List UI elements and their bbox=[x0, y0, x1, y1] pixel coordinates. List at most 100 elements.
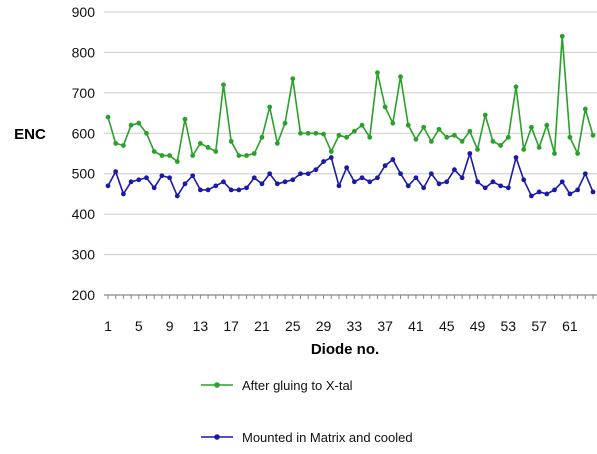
data-point bbox=[344, 134, 350, 140]
data-point bbox=[421, 124, 427, 130]
data-point bbox=[159, 153, 165, 158]
data-point bbox=[351, 128, 357, 134]
data-point bbox=[313, 167, 319, 173]
data-point bbox=[197, 187, 203, 193]
data-point bbox=[113, 140, 119, 146]
data-point bbox=[513, 84, 519, 90]
data-point bbox=[205, 187, 211, 193]
x-axis bbox=[104, 294, 597, 299]
data-point bbox=[336, 183, 342, 189]
data-point bbox=[290, 76, 296, 82]
x-tick-label: 9 bbox=[166, 318, 174, 334]
data-point bbox=[259, 181, 265, 187]
data-point bbox=[575, 151, 581, 156]
data-point bbox=[444, 179, 450, 185]
data-point bbox=[536, 189, 542, 195]
data-point bbox=[452, 132, 457, 138]
data-point bbox=[436, 181, 442, 187]
data-point bbox=[221, 82, 226, 88]
data-point bbox=[428, 138, 434, 144]
data-point bbox=[405, 183, 411, 189]
data-point bbox=[197, 140, 203, 146]
data-point bbox=[251, 151, 257, 156]
data-point bbox=[390, 157, 396, 162]
y-tick-label: 300 bbox=[72, 247, 96, 263]
y-tick-label: 700 bbox=[72, 85, 96, 101]
data-point bbox=[228, 138, 234, 144]
x-tick-label: 41 bbox=[408, 318, 424, 334]
legend-marker-point-blue bbox=[214, 434, 220, 440]
data-point bbox=[328, 149, 334, 154]
data-point bbox=[398, 74, 403, 80]
x-axis-title: Diode no. bbox=[311, 341, 379, 358]
series-line bbox=[107, 152, 594, 197]
data-point bbox=[459, 138, 465, 144]
data-point bbox=[167, 175, 172, 181]
x-tick-label: 21 bbox=[254, 318, 270, 334]
data-point bbox=[236, 153, 242, 158]
data-point bbox=[244, 185, 249, 191]
data-point bbox=[267, 171, 273, 177]
y-tick-label: 200 bbox=[72, 287, 96, 303]
data-point bbox=[367, 179, 373, 185]
data-point bbox=[228, 187, 234, 193]
data-point bbox=[251, 175, 257, 181]
x-tick-label: 45 bbox=[439, 318, 455, 334]
data-point bbox=[274, 181, 280, 187]
x-axis-tick-labels: 1 5 9 13 17 21 25 29 33 37 41 45 49 53 57 61 bbox=[104, 318, 578, 334]
data-point bbox=[274, 140, 280, 146]
y-tick-label: 600 bbox=[72, 125, 96, 141]
y-axis-title: ENC bbox=[14, 126, 46, 143]
legend: After gluing to X-tal Mounted in Matrix … bbox=[201, 378, 413, 445]
data-point bbox=[367, 134, 373, 140]
data-point bbox=[174, 159, 180, 164]
data-point bbox=[521, 147, 527, 152]
data-point bbox=[498, 183, 504, 189]
data-point bbox=[529, 124, 534, 130]
x-tick-label: 33 bbox=[347, 318, 363, 334]
x-tick-label: 13 bbox=[193, 318, 209, 334]
data-point bbox=[413, 136, 419, 142]
data-point bbox=[136, 120, 142, 126]
data-point bbox=[390, 120, 396, 126]
y-tick-label: 400 bbox=[72, 206, 96, 222]
data-point bbox=[351, 179, 357, 185]
data-point bbox=[475, 147, 480, 152]
data-point bbox=[290, 177, 296, 183]
data-point bbox=[490, 138, 496, 144]
x-tick-label: 17 bbox=[223, 318, 239, 334]
x-tick-label: 5 bbox=[135, 318, 143, 334]
data-point bbox=[144, 175, 149, 181]
data-point bbox=[398, 171, 403, 177]
data-point bbox=[144, 130, 149, 136]
data-point bbox=[236, 187, 242, 193]
data-point bbox=[190, 153, 196, 158]
data-point bbox=[259, 134, 265, 140]
data-point bbox=[120, 191, 126, 197]
x-tick-label: 53 bbox=[501, 318, 517, 334]
data-point bbox=[182, 181, 188, 187]
x-tick-label: 37 bbox=[377, 318, 393, 334]
data-point bbox=[213, 183, 219, 189]
data-point bbox=[444, 134, 450, 140]
x-tick-label: 61 bbox=[562, 318, 578, 334]
y-axis-tick-labels: 200 300 400 500 600 700 800 900 bbox=[72, 4, 96, 303]
y-tick-label: 500 bbox=[72, 166, 96, 182]
data-point bbox=[298, 130, 303, 136]
x-tick-label: 49 bbox=[470, 318, 486, 334]
data-point bbox=[305, 171, 311, 177]
data-point bbox=[174, 193, 180, 199]
data-point bbox=[405, 122, 411, 128]
data-point bbox=[282, 120, 288, 126]
data-point bbox=[436, 126, 442, 132]
data-point bbox=[452, 167, 457, 173]
data-point bbox=[267, 104, 273, 110]
legend-marker-point-green bbox=[214, 382, 220, 388]
data-point bbox=[167, 153, 172, 158]
series-green bbox=[105, 33, 596, 164]
data-point bbox=[321, 131, 326, 137]
data-point bbox=[313, 130, 319, 136]
data-point bbox=[382, 163, 388, 169]
data-point bbox=[151, 185, 157, 191]
data-point bbox=[559, 179, 565, 185]
